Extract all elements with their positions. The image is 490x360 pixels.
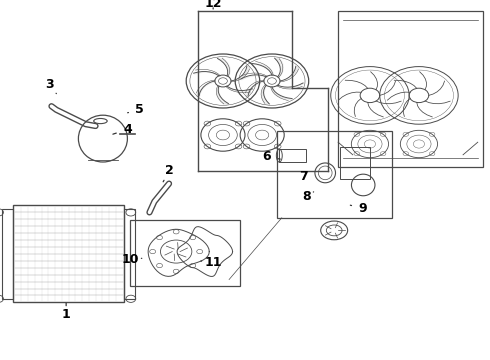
Bar (340, 147, 369, 179)
Bar (124, 209, 135, 299)
Bar (277, 131, 392, 218)
Text: 2: 2 (163, 165, 173, 182)
Bar (13, 205, 124, 302)
Bar (130, 220, 240, 286)
Bar (279, 149, 306, 162)
Text: 1: 1 (62, 303, 71, 321)
Text: 6: 6 (263, 150, 280, 163)
Text: 12: 12 (204, 0, 222, 10)
Bar (2, 209, 13, 299)
Text: 9: 9 (350, 202, 367, 215)
Text: 4: 4 (113, 123, 132, 136)
Text: 8: 8 (302, 190, 314, 203)
Text: 3: 3 (45, 78, 56, 94)
Bar (338, 11, 483, 167)
Text: 10: 10 (121, 253, 142, 266)
Text: 11: 11 (201, 256, 222, 269)
Text: 5: 5 (127, 103, 144, 116)
Text: 7: 7 (299, 170, 308, 183)
